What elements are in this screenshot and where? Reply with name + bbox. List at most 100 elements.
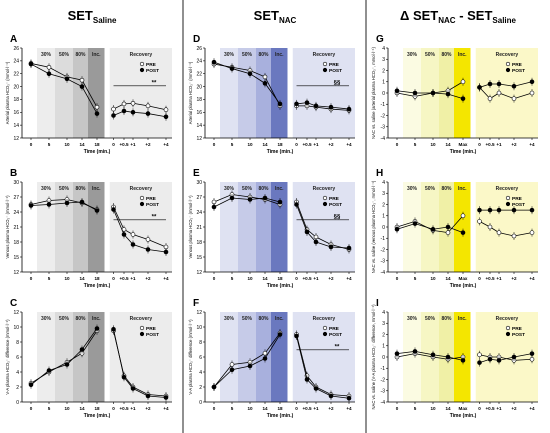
- data-point: [294, 333, 299, 339]
- data-point: [229, 66, 235, 71]
- x-tick-label: +0.5: [119, 142, 129, 147]
- zone-label: 80%: [258, 52, 269, 58]
- y-tick-label: 2: [382, 68, 385, 74]
- x-tick-label: +4: [529, 276, 535, 281]
- column-title-nac: SETNAC: [254, 8, 297, 25]
- zone-label: 80%: [258, 186, 269, 192]
- x-tick-label: 0: [30, 276, 33, 281]
- data-point: [46, 368, 52, 373]
- zone-band: [271, 182, 288, 272]
- data-point: [430, 226, 436, 232]
- data-point: [511, 207, 517, 213]
- zone-band: [220, 48, 238, 138]
- data-point: [94, 104, 100, 110]
- column-title-delta: Δ SETNAC - SETSaline: [400, 8, 517, 25]
- data-point: [79, 84, 85, 89]
- data-point: [445, 91, 451, 97]
- y-tick-label: 12: [13, 136, 19, 142]
- zone-label: Inc.: [92, 186, 101, 192]
- legend-label: PRE: [329, 62, 340, 68]
- y-tick-label: 16: [13, 110, 19, 116]
- data-point: [111, 106, 116, 112]
- data-point: [511, 233, 517, 239]
- y-tick-label: 26: [13, 46, 19, 52]
- y-tick-label: 0: [199, 400, 202, 406]
- y-tick-label: 15: [13, 255, 19, 261]
- data-point: [229, 367, 235, 373]
- data-point: [145, 103, 151, 109]
- zone-band: [238, 312, 256, 402]
- zone-label: 50%: [425, 316, 436, 322]
- x-tick-label: +2: [511, 142, 517, 147]
- legend-label: POST: [329, 68, 342, 74]
- x-axis-label: Time (min.): [450, 413, 477, 419]
- data-point: [277, 101, 283, 107]
- y-tick-label: 1: [382, 80, 385, 86]
- x-tick-label: 10: [247, 406, 253, 411]
- y-tick-label: -1: [381, 102, 386, 108]
- data-point: [346, 245, 352, 251]
- data-point: [328, 104, 334, 110]
- zone-label: Inc.: [458, 186, 467, 192]
- zone-label: 80%: [441, 52, 452, 58]
- zone-label: 50%: [242, 316, 253, 322]
- x-tick-label: 10: [247, 142, 253, 147]
- zone-label: Inc.: [275, 52, 284, 58]
- x-tick-label: 0: [213, 276, 216, 281]
- x-tick-label: 5: [414, 142, 417, 147]
- data-point: [496, 90, 502, 96]
- data-point: [163, 114, 169, 120]
- x-tick-label: 0: [295, 406, 298, 411]
- y-tick-label: 26: [196, 46, 202, 52]
- zone-label: Recovery: [130, 316, 153, 322]
- zone-band: [55, 48, 73, 138]
- legend-label: POST: [146, 202, 159, 208]
- legend-marker: [322, 61, 328, 67]
- y-tick-label: 0: [382, 91, 385, 97]
- x-tick-label: 5: [231, 142, 234, 147]
- zone-band: [292, 48, 355, 138]
- zone-band: [109, 182, 172, 272]
- x-tick-label: +1: [313, 406, 319, 411]
- legend-marker: [139, 325, 145, 331]
- data-point: [211, 59, 217, 65]
- data-point: [262, 81, 268, 86]
- zone-label: 30%: [407, 52, 418, 58]
- legend-marker: [322, 331, 328, 337]
- x-tick-label: 14: [79, 276, 85, 281]
- zone-band: [292, 182, 355, 272]
- y-tick-label: 4: [199, 370, 202, 376]
- legend-marker: [139, 201, 145, 207]
- data-point: [394, 88, 400, 94]
- data-point: [46, 71, 52, 77]
- zone-band: [256, 48, 271, 138]
- data-point: [511, 354, 517, 360]
- data-point: [247, 363, 253, 369]
- x-tick-label: +1: [313, 142, 319, 147]
- x-tick-label: Max: [459, 142, 468, 147]
- y-tick-label: 14: [13, 123, 19, 129]
- y-axis-label: Venous plasma HCO₃⁻ (mmol·l⁻¹): [5, 195, 10, 259]
- y-tick-label: -3: [381, 125, 386, 131]
- data-point: [487, 81, 493, 87]
- data-point: [28, 203, 34, 208]
- zone-band: [256, 182, 271, 272]
- y-axis-label: Arterial plasma HCO₃⁻ (mmol·l⁻¹): [5, 61, 10, 124]
- data-point: [28, 61, 34, 67]
- panel-letter: A: [10, 34, 17, 45]
- zone-label: Inc.: [458, 52, 467, 58]
- x-tick-label: 14: [445, 276, 451, 281]
- y-tick-label: 2: [382, 202, 385, 208]
- x-tick-label: 5: [414, 276, 417, 281]
- zone-band: [73, 312, 88, 402]
- annotation-text: **: [335, 344, 340, 350]
- data-point: [79, 347, 85, 352]
- data-point: [346, 106, 352, 112]
- zone-label: 30%: [224, 316, 235, 322]
- x-tick-label: +4: [346, 406, 352, 411]
- legend-label: PRE: [512, 196, 523, 202]
- data-point: [487, 356, 493, 362]
- data-point: [412, 90, 418, 96]
- data-point: [496, 207, 502, 213]
- y-tick-label: 4: [382, 310, 385, 316]
